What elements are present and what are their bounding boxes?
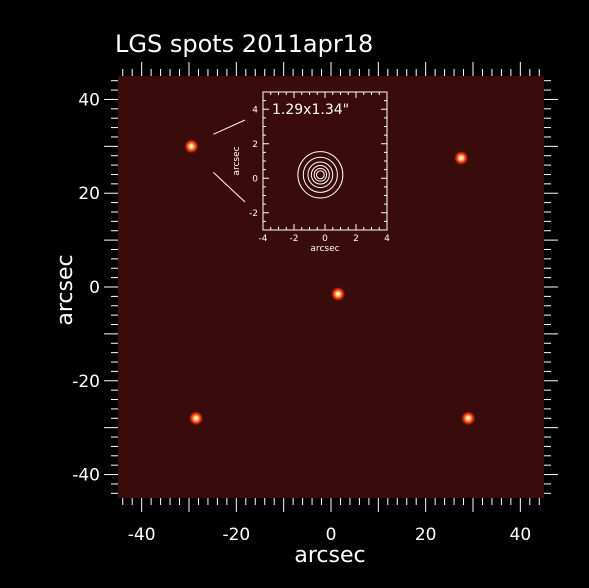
inset-connector [213, 119, 246, 135]
laser-spot [189, 411, 204, 426]
inset-x-tick-label: -4 [259, 234, 268, 244]
laser-spot [454, 151, 469, 166]
x-tick-label: 20 [415, 525, 437, 545]
inset-contour [297, 151, 344, 199]
inset-contour [315, 170, 325, 180]
inset-y-tick-label: 2 [252, 140, 258, 150]
inset-y-label: arcsec [232, 146, 242, 175]
inset-x-tick-label: 2 [353, 234, 359, 244]
inset-x-tick-label: 4 [384, 234, 390, 244]
x-axis-label: arcsec [294, 543, 365, 568]
y-tick-label: -20 [72, 372, 100, 392]
y-axis-label: arcsec [53, 254, 78, 325]
inset-y-tick-label: 4 [252, 105, 258, 115]
y-tick-label: -40 [72, 466, 100, 486]
inset-size-label: 1.29x1.34" [272, 102, 349, 118]
chart-title: LGS spots 2011apr18 [115, 30, 373, 58]
laser-spot [184, 139, 199, 154]
plot-area [118, 76, 544, 498]
x-tick-label: -20 [222, 525, 250, 545]
inset-x-tick-label: -2 [290, 234, 299, 244]
inset-contour [302, 156, 338, 193]
y-tick-label: 0 [89, 278, 100, 298]
inset-x-label: arcsec [310, 244, 339, 254]
x-tick-label: -40 [128, 525, 156, 545]
inset-y-tick-label: -2 [249, 209, 258, 219]
laser-spot [331, 287, 346, 302]
x-tick-label: 40 [510, 525, 532, 545]
inset-contour [307, 161, 334, 189]
inset-plot: -4 -2 0 2 4 -2 0 2 4 arcsec arcsec 1.29x1.34" [213, 91, 390, 254]
x-tick-label: 0 [326, 525, 337, 545]
y-tick-label: 20 [78, 184, 100, 204]
inset-x-tick-label: 0 [322, 234, 328, 244]
y-tick-label: 40 [78, 90, 100, 110]
laser-spot [461, 411, 476, 426]
spot-series [184, 139, 476, 426]
inset-contour [313, 167, 328, 182]
inset-y-tick-label: 0 [252, 174, 258, 184]
inset-connector [213, 171, 246, 203]
inset-contour [310, 165, 330, 185]
